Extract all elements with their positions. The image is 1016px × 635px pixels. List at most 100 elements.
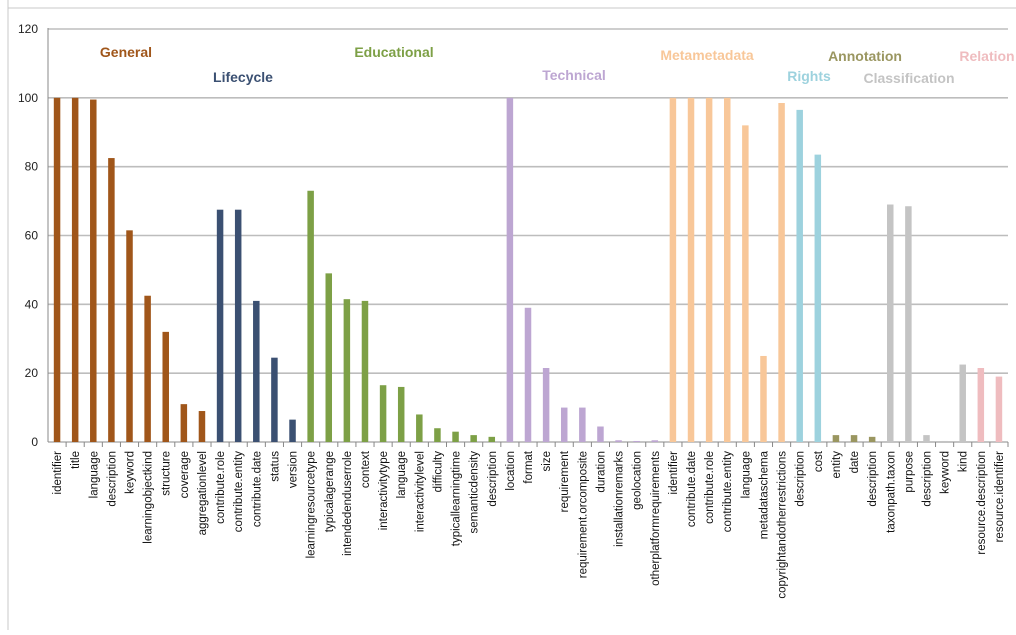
x-tick-label: metadataschema bbox=[758, 450, 770, 539]
y-tick-label: 120 bbox=[18, 22, 38, 36]
x-tick-label: contribute.date bbox=[251, 451, 263, 527]
x-tick-label: installationremarks bbox=[614, 451, 626, 547]
x-tick-label: requirement bbox=[559, 450, 571, 512]
x-tick-label: contribute.entity bbox=[722, 451, 734, 532]
bar bbox=[234, 209, 242, 442]
bar bbox=[53, 97, 61, 442]
x-tick-label: typicalagerange bbox=[324, 451, 336, 532]
bar bbox=[71, 97, 79, 442]
x-tick-label: structure bbox=[161, 451, 173, 496]
bar bbox=[832, 435, 840, 442]
bar bbox=[633, 440, 640, 442]
x-tick-label: keyword bbox=[940, 451, 952, 494]
bar bbox=[343, 299, 351, 442]
x-tick-label: interactivitylevel bbox=[414, 451, 426, 532]
bar bbox=[289, 419, 296, 442]
x-tick-label: language bbox=[740, 451, 752, 498]
group-label: Lifecycle bbox=[213, 69, 273, 85]
bar bbox=[307, 190, 314, 442]
bar bbox=[108, 158, 115, 442]
bar bbox=[216, 209, 224, 442]
bar bbox=[923, 435, 930, 442]
bar bbox=[705, 97, 713, 442]
x-tick-label: geolocation bbox=[632, 451, 644, 510]
group-label: Technical bbox=[542, 67, 606, 83]
x-tick-label: semanticdensity bbox=[469, 451, 481, 534]
bar bbox=[905, 206, 912, 442]
y-tick-label: 60 bbox=[25, 229, 39, 243]
y-tick-label: 80 bbox=[25, 160, 39, 174]
x-tick-label: description bbox=[795, 451, 807, 507]
x-tick-label: contribute.role bbox=[704, 451, 716, 524]
x-tick-label: contribute.date bbox=[686, 451, 698, 527]
x-tick-label: learningresourcetype bbox=[306, 451, 318, 558]
x-tick-label: purpose bbox=[903, 451, 915, 493]
x-tick-label: language bbox=[396, 451, 408, 498]
x-tick-label: cost bbox=[813, 450, 825, 472]
group-label: General bbox=[100, 44, 152, 60]
bar bbox=[597, 426, 604, 442]
x-tick-label: description bbox=[487, 451, 499, 507]
x-tick-label: description bbox=[867, 451, 879, 507]
bar bbox=[144, 295, 151, 442]
bar bbox=[560, 407, 568, 442]
x-tick-label: version bbox=[288, 451, 300, 488]
x-tick-label: entity bbox=[831, 451, 843, 479]
x-tick-label: resource.identifier bbox=[994, 451, 1006, 543]
x-tick-label: status bbox=[269, 451, 281, 482]
bar bbox=[959, 364, 966, 442]
bar bbox=[977, 368, 985, 442]
bar bbox=[416, 414, 423, 442]
bar bbox=[796, 109, 803, 443]
bar bbox=[868, 436, 876, 442]
bar bbox=[941, 440, 948, 442]
y-tick-label: 100 bbox=[18, 91, 38, 105]
x-tick-label: learningobjectkind bbox=[143, 451, 155, 544]
x-tick-label: contribute.role bbox=[215, 451, 227, 524]
bar bbox=[687, 97, 695, 442]
x-tick-label: description bbox=[921, 451, 933, 507]
group-label: Relation bbox=[959, 48, 1014, 64]
x-tick-label: resource.description bbox=[976, 451, 988, 555]
x-tick-label: aggregationlevel bbox=[197, 451, 209, 535]
bar bbox=[723, 97, 731, 442]
x-tick-label: otherplatformrequirements bbox=[650, 451, 662, 586]
bar bbox=[434, 428, 441, 442]
bar bbox=[542, 368, 550, 442]
bar bbox=[126, 230, 133, 442]
group-label: Metametadata bbox=[660, 47, 754, 63]
bar bbox=[669, 97, 677, 442]
bar bbox=[379, 385, 387, 442]
x-tick-label: keyword bbox=[125, 451, 137, 494]
group-label: Classification bbox=[863, 70, 954, 86]
bar bbox=[615, 440, 622, 442]
bar bbox=[506, 97, 514, 442]
bar bbox=[325, 273, 333, 442]
bar bbox=[361, 300, 369, 442]
x-tick-label: coverage bbox=[179, 451, 191, 498]
bar bbox=[198, 411, 206, 442]
y-tick-label: 40 bbox=[25, 297, 39, 311]
bar bbox=[397, 386, 405, 442]
x-tick-label: interactivitytype bbox=[378, 451, 390, 530]
bar bbox=[814, 154, 822, 442]
x-tick-label: location bbox=[505, 451, 517, 491]
bar bbox=[742, 125, 749, 442]
x-tick-label: date bbox=[849, 451, 861, 473]
x-tick-label: contribute.entity bbox=[233, 451, 245, 532]
x-tick-label: taxonpath.taxon bbox=[885, 451, 897, 533]
bar bbox=[162, 331, 169, 442]
x-tick-label: size bbox=[541, 451, 553, 471]
bar bbox=[651, 440, 659, 442]
bar bbox=[180, 404, 188, 442]
group-label: Rights bbox=[787, 68, 831, 84]
bar bbox=[524, 307, 532, 442]
y-tick-label: 20 bbox=[25, 366, 39, 380]
x-tick-label: description bbox=[106, 451, 118, 507]
x-tick-label: duration bbox=[595, 451, 607, 493]
x-tick-label: typicallearningtime bbox=[451, 451, 463, 546]
group-label: Annotation bbox=[828, 48, 902, 64]
y-tick-label: 0 bbox=[31, 435, 38, 449]
group-label: Educational bbox=[354, 44, 433, 60]
